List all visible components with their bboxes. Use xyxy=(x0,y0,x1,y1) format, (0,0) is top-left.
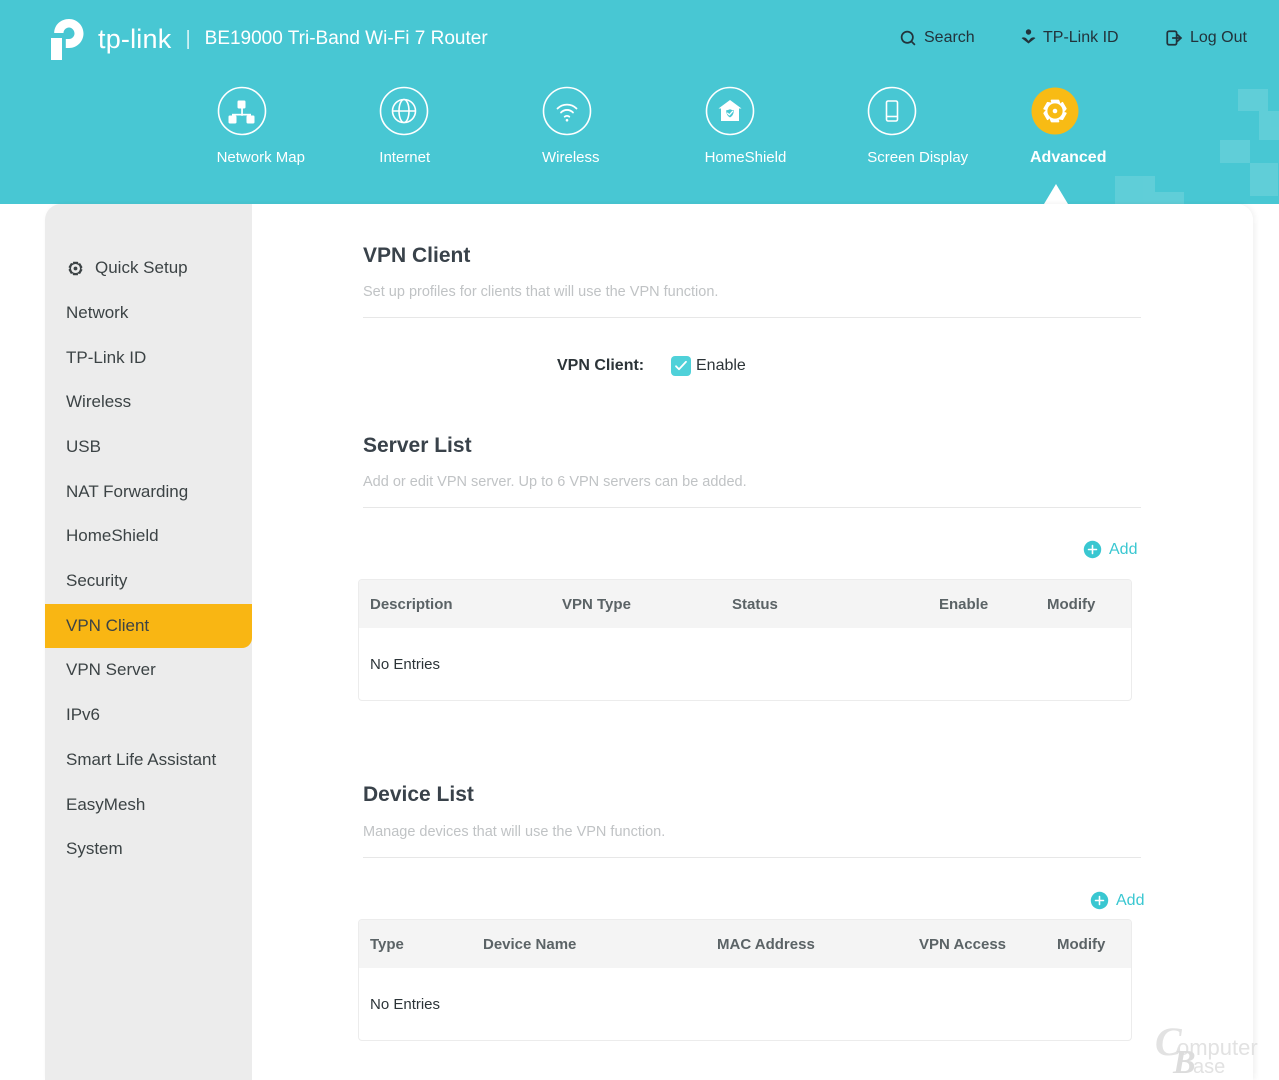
svg-text:ase: ase xyxy=(1193,1056,1225,1077)
